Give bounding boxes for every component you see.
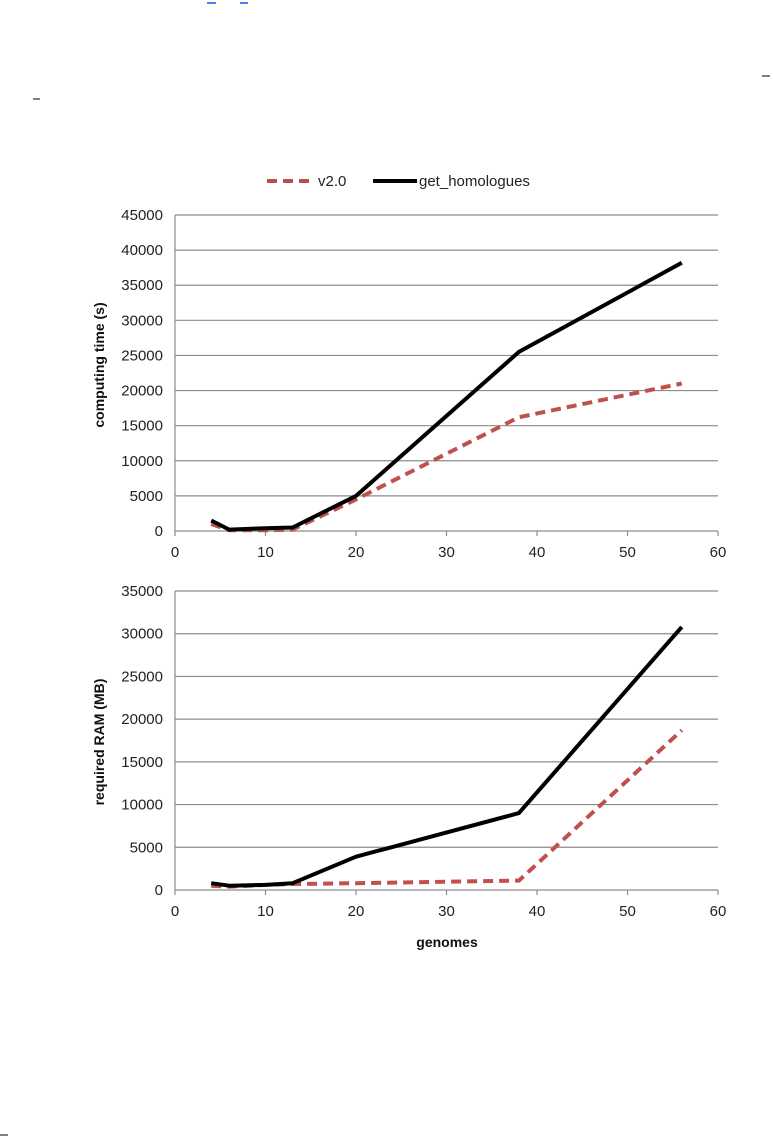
computing-time-y-tick-45000: 45000 xyxy=(121,207,163,224)
computing-time-y-ticks: 0 5000 10000 15000 20000 25000 30000 35000 40000… xyxy=(121,207,163,540)
required-ram-x-tick-60: 60 xyxy=(710,903,727,920)
required-ram-chart: 0 5000 10000 15000 20000 25000 30000 35000 0 10 2… xyxy=(91,583,726,950)
computing-time-y-tick-20000: 20000 xyxy=(121,383,163,400)
computing-time-chart: 0 5000 10000 15000 20000 25000 30000 35000 40000… xyxy=(91,207,726,561)
computing-time-y-tick-25000: 25000 xyxy=(121,347,163,364)
computing-time-y-axis-title: computing time (s) xyxy=(91,302,107,427)
required-ram-y-ticks: 0 5000 10000 15000 20000 25000 30000 35000 xyxy=(121,583,163,899)
computing-time-x-tick-10: 10 xyxy=(257,544,274,561)
genomes-x-axis-title: genomes xyxy=(416,934,478,950)
computing-time-series-v20 xyxy=(210,381,683,533)
required-ram-y-tick-25000: 25000 xyxy=(121,668,163,685)
computing-time-x-tick-50: 50 xyxy=(619,544,636,561)
legend-label-get-homologues: get_homologues xyxy=(419,173,530,190)
required-ram-y-tick-20000: 20000 xyxy=(121,711,163,728)
computing-time-y-tick-30000: 30000 xyxy=(121,312,163,329)
required-ram-x-tick-50: 50 xyxy=(619,903,636,920)
required-ram-x-tick-10: 10 xyxy=(257,903,274,920)
legend: v2.0 get_homologues xyxy=(267,173,530,190)
required-ram-y-axis-title: required RAM (MB) xyxy=(91,679,107,806)
computing-time-y-tick-35000: 35000 xyxy=(121,277,163,294)
required-ram-x-tick-20: 20 xyxy=(348,903,365,920)
computing-time-x-tick-60: 60 xyxy=(710,544,727,561)
required-ram-y-tick-30000: 30000 xyxy=(121,626,163,643)
required-ram-x-tick-30: 30 xyxy=(438,903,455,920)
required-ram-x-tick-0: 0 xyxy=(171,903,179,920)
computing-time-x-tick-20: 20 xyxy=(348,544,365,561)
computing-time-x-tick-0: 0 xyxy=(171,544,179,561)
required-ram-x-tick-40: 40 xyxy=(529,903,546,920)
legend-label-v20: v2.0 xyxy=(318,173,346,190)
required-ram-gridlines xyxy=(174,590,718,891)
required-ram-y-tick-35000: 35000 xyxy=(121,583,163,600)
required-ram-y-tick-0: 0 xyxy=(155,882,163,899)
computing-time-y-tick-0: 0 xyxy=(155,523,163,540)
computing-time-y-tick-5000: 5000 xyxy=(130,488,163,505)
required-ram-series-v20 xyxy=(211,728,684,889)
required-ram-y-tick-5000: 5000 xyxy=(130,839,163,856)
computing-time-y-tick-15000: 15000 xyxy=(121,418,163,435)
computing-time-x-tick-40: 40 xyxy=(529,544,546,561)
required-ram-series-get-homologues xyxy=(210,625,684,888)
computing-time-x-ticks: 0 10 20 30 40 50 60 xyxy=(171,531,727,561)
required-ram-series xyxy=(210,625,684,889)
required-ram-x-ticks: 0 10 20 30 40 50 60 xyxy=(171,890,727,920)
computing-time-series xyxy=(210,261,683,533)
computing-time-series-get-homologues xyxy=(210,261,683,532)
required-ram-y-tick-15000: 15000 xyxy=(121,754,163,771)
computing-time-x-tick-30: 30 xyxy=(438,544,455,561)
computing-time-gridlines xyxy=(174,214,718,532)
computing-time-y-tick-10000: 10000 xyxy=(121,453,163,470)
required-ram-y-tick-10000: 10000 xyxy=(121,797,163,814)
computing-time-y-tick-40000: 40000 xyxy=(121,242,163,259)
